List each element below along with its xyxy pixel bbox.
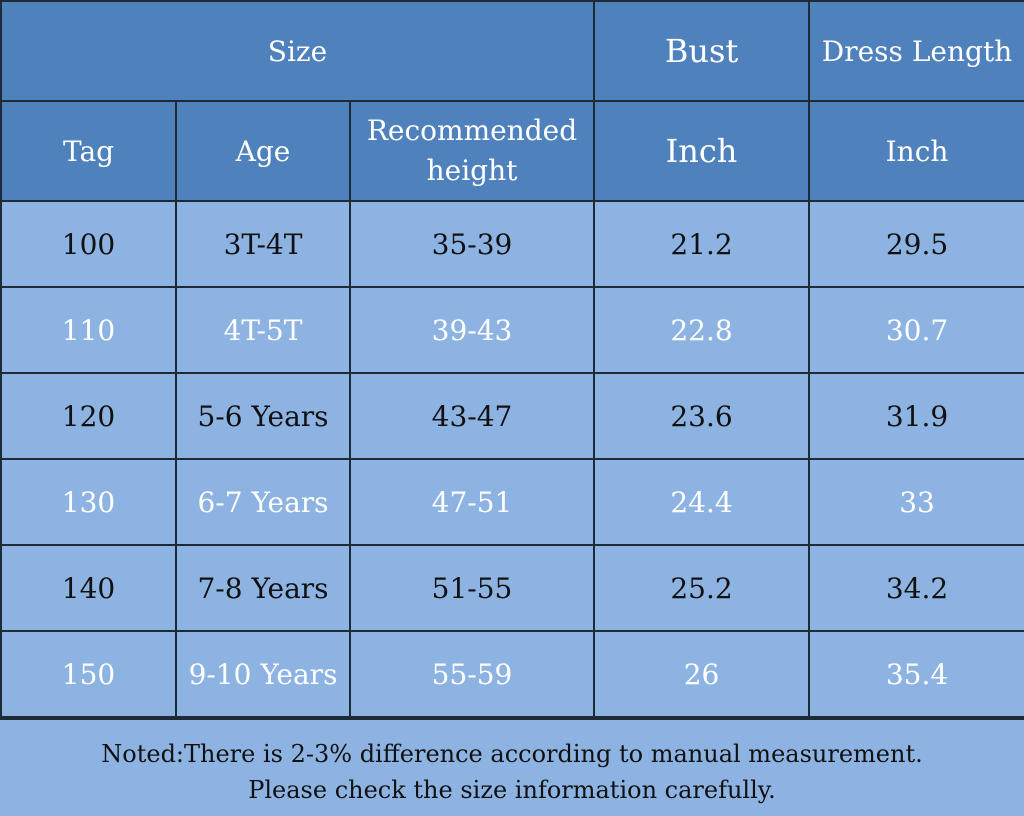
cell-age: 4T-5T	[175, 286, 351, 375]
cell-height: 55-59	[348, 630, 596, 718]
cell-length: 31.9	[808, 372, 1024, 461]
cell-height: 35-39	[348, 200, 596, 289]
cell-length: 30.7	[808, 286, 1024, 375]
cell-height: 43-47	[348, 372, 596, 461]
cell-tag: 130	[0, 458, 177, 547]
cell-tag: 150	[0, 630, 177, 718]
cell-age: 3T-4T	[175, 200, 351, 289]
header-length-unit: Inch	[808, 100, 1024, 203]
table-row: 130 6-7 Years 47-51 24.4 33	[0, 458, 1024, 547]
cell-length: 34.2	[808, 544, 1024, 632]
cell-tag: 120	[0, 372, 177, 461]
note-line-2: Please check the size information carefu…	[248, 776, 776, 804]
cell-height: 51-55	[348, 544, 596, 632]
cell-age: 7-8 Years	[175, 544, 351, 632]
table-row: 150 9-10 Years 55-59 26 35.4	[0, 630, 1024, 718]
cell-height: 39-43	[348, 286, 596, 375]
cell-age: 5-6 Years	[175, 372, 351, 461]
cell-tag: 110	[0, 286, 177, 375]
header-tag: Tag	[0, 100, 177, 203]
header-age: Age	[175, 100, 351, 203]
cell-length: 33	[808, 458, 1024, 547]
cell-age: 6-7 Years	[175, 458, 351, 547]
cell-tag: 100	[0, 200, 177, 289]
cell-height: 47-51	[348, 458, 596, 547]
header-row-2: Tag Age Recommended height Inch Inch	[0, 100, 1024, 203]
cell-bust: 26	[593, 630, 811, 718]
header-bust: Bust	[593, 0, 811, 103]
cell-bust: 23.6	[593, 372, 811, 461]
cell-bust: 24.4	[593, 458, 811, 547]
cell-bust: 22.8	[593, 286, 811, 375]
note-line-1: Noted:There is 2-3% difference according…	[101, 740, 923, 768]
measurement-note: Noted:There is 2-3% difference according…	[0, 718, 1024, 816]
table-row: 100 3T-4T 35-39 21.2 29.5	[0, 200, 1024, 289]
cell-tag: 140	[0, 544, 177, 632]
cell-bust: 25.2	[593, 544, 811, 632]
header-dress-length: Dress Length	[808, 0, 1024, 103]
cell-bust: 21.2	[593, 200, 811, 289]
table-row: 140 7-8 Years 51-55 25.2 34.2	[0, 544, 1024, 632]
header-row-1: Size Bust Dress Length	[0, 0, 1024, 103]
table-row: 120 5-6 Years 43-47 23.6 31.9	[0, 372, 1024, 461]
header-recommended-line2: height	[426, 154, 518, 188]
cell-length: 35.4	[808, 630, 1024, 718]
header-bust-unit: Inch	[593, 100, 811, 203]
header-recommended-line1: Recommended	[366, 114, 578, 148]
header-recommended-height: Recommended height	[348, 100, 596, 203]
table-row: 110 4T-5T 39-43 22.8 30.7	[0, 286, 1024, 375]
cell-age: 9-10 Years	[175, 630, 351, 718]
cell-length: 29.5	[808, 200, 1024, 289]
header-size: Size	[0, 0, 596, 103]
size-table: Size Bust Dress Length Tag Age Recommend…	[0, 0, 1024, 718]
